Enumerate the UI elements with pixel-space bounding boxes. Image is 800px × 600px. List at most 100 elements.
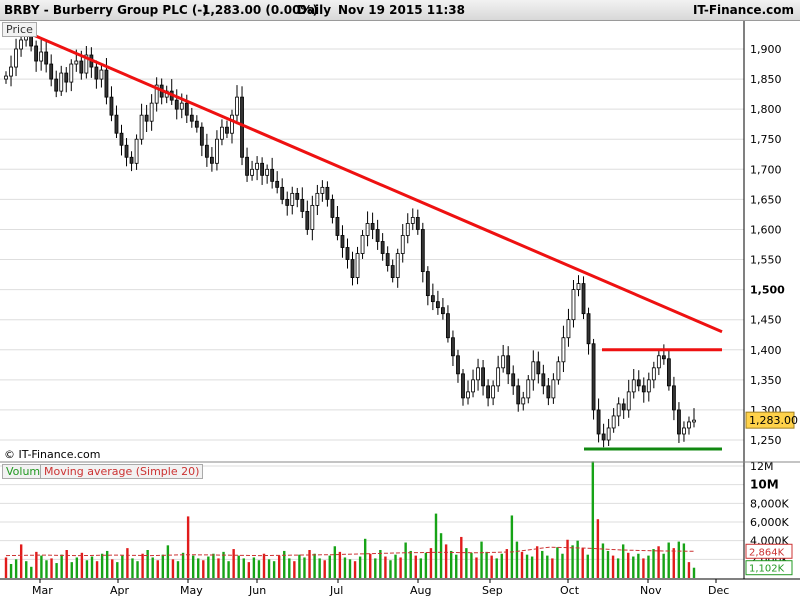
candle-body-down [124, 144, 129, 158]
candle [355, 246, 360, 285]
candle-body-up [521, 397, 526, 405]
candle [596, 398, 601, 443]
volume-bar [389, 560, 392, 578]
candle-body-up [471, 379, 475, 393]
candle-body-down [677, 409, 681, 435]
symbol-info: BRBY - Burberry Group PLC (-) [4, 3, 208, 17]
candle [275, 171, 280, 194]
candle [199, 122, 204, 157]
volume-bar [212, 553, 215, 578]
volume-bar [576, 540, 579, 578]
candle [546, 378, 551, 406]
volume-bar [131, 558, 134, 578]
volume-bar [429, 548, 433, 578]
volume-bar [116, 562, 119, 578]
candle-body-down [189, 114, 194, 122]
volume-bar [60, 554, 63, 578]
volume-bar [500, 553, 503, 578]
candle [420, 222, 425, 283]
volume-tick-label: 6,000K [750, 516, 789, 529]
volume-bar [70, 562, 73, 578]
price-tick-label: 1,600 [750, 223, 782, 236]
candle [365, 211, 370, 247]
candle [692, 408, 696, 428]
volume-bar [328, 555, 331, 578]
brand: IT-Finance.com [692, 3, 794, 17]
candle-body-down [325, 186, 330, 200]
candle-body-down [486, 385, 491, 399]
candle [687, 416, 691, 435]
volume-bar [217, 558, 220, 578]
timestamp: Nov 19 2015 11:38 [338, 3, 465, 17]
candle-body-up [405, 223, 410, 236]
candle-body-up [501, 355, 506, 369]
volume-bar [318, 558, 321, 578]
candle [395, 248, 400, 288]
volume-bar [611, 555, 615, 578]
candle-body-up [320, 186, 325, 194]
candle [305, 200, 310, 235]
candle-body-down [456, 355, 460, 375]
volume-bar [444, 544, 448, 578]
candle-body-up [656, 355, 661, 369]
candle-body-down [275, 180, 280, 188]
volume-bar [657, 546, 660, 578]
candle [586, 307, 591, 355]
last-price-label: 1,283.00 [749, 414, 798, 427]
candle-body-up [651, 367, 656, 381]
price-volume-chart[interactable]: 1,2501,3001,3501,4001,4501,5001,5501,600… [0, 21, 800, 600]
candle [581, 276, 586, 320]
candle [430, 283, 435, 311]
candle [466, 380, 470, 405]
ma-value-label: 2,864K [749, 547, 785, 558]
candle-body-up [99, 69, 104, 80]
candle-body-up [611, 415, 616, 429]
candle [601, 423, 606, 448]
candle [571, 279, 576, 328]
month-label: Aug [410, 584, 431, 597]
candle-body-up [139, 114, 144, 140]
volume-bar [40, 555, 43, 578]
month-label: Apr [110, 584, 130, 597]
candle-body-down [380, 241, 385, 254]
candle [245, 147, 249, 182]
candle-body-up [626, 391, 631, 411]
candle-body-down [94, 66, 99, 80]
volume-bar [288, 558, 291, 578]
volume-bar [424, 552, 428, 578]
volume-bar [621, 544, 625, 578]
price-tick-label: 1,250 [750, 434, 782, 447]
volume-bar [455, 554, 458, 578]
volume-bar [363, 538, 367, 578]
candle [606, 418, 611, 447]
volume-bar [25, 561, 28, 578]
volume-bar [146, 550, 149, 578]
candle [672, 376, 676, 421]
candle [661, 344, 666, 365]
price-tick-label: 1,900 [750, 43, 782, 56]
candle-body-up [566, 319, 571, 339]
candle [446, 305, 450, 343]
volume-bar [520, 551, 524, 578]
volume-bar [50, 558, 53, 578]
candle-body-down [385, 253, 390, 266]
candle-body-down [581, 283, 586, 315]
candle [611, 408, 616, 433]
candle [285, 191, 290, 216]
candle-body-down [199, 126, 204, 146]
moving-average-line [5, 546, 695, 557]
candle [255, 156, 259, 181]
volume-bar [232, 549, 235, 578]
candle-body-up [154, 84, 159, 104]
candle [209, 147, 214, 172]
candle-body-down [596, 409, 601, 435]
volume-bar [414, 555, 417, 578]
candle-body-up [355, 253, 360, 278]
volume-bar [591, 461, 595, 578]
quote: 1,283.00 (0.00%) [202, 3, 318, 17]
volume-bar [535, 546, 539, 578]
volume-bar [161, 554, 165, 578]
volume-bar [348, 559, 352, 578]
volume-bar [197, 558, 200, 578]
period: Daily [297, 3, 332, 17]
